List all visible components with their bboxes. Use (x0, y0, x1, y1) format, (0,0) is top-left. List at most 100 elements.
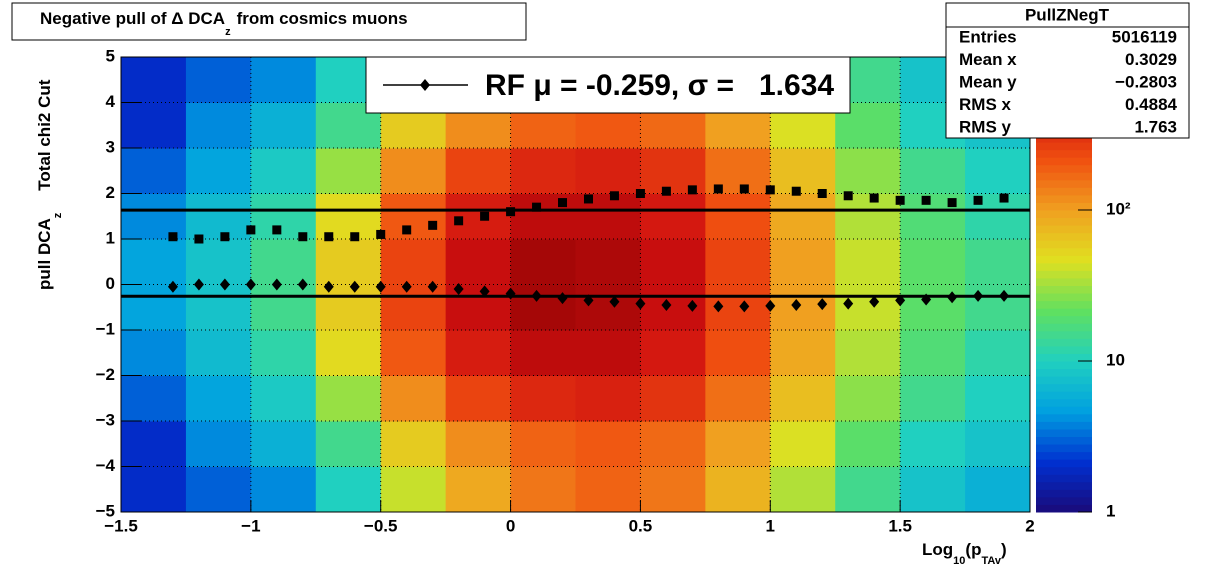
sigma-point (791, 186, 801, 196)
y-tick-label: −4 (96, 456, 116, 475)
legend-marker (420, 79, 430, 91)
colorbar-step (1036, 376, 1092, 385)
heat-cell (770, 239, 836, 285)
colorbar-step (1036, 504, 1092, 513)
colorbar-step (1036, 308, 1092, 317)
colorbar-step (1036, 210, 1092, 219)
sigma-point (999, 193, 1009, 203)
colorbar-step (1036, 451, 1092, 460)
stats-value: 1.763 (1134, 117, 1177, 136)
heat-cell (121, 102, 187, 149)
heat-cell (770, 421, 836, 467)
colorbar-step (1036, 323, 1092, 332)
xlabel-main: Log (922, 540, 953, 559)
heat-cell (185, 284, 252, 331)
y-tick-label: 0 (106, 274, 115, 293)
colorbar-step (1036, 345, 1092, 354)
sigma-point (402, 225, 412, 235)
heat-cell (900, 330, 966, 376)
colorbar-step (1036, 413, 1092, 422)
mean-point (791, 298, 802, 311)
heat-cell (185, 148, 252, 194)
heat-cell (250, 375, 317, 422)
y-tick-label: −1 (96, 319, 115, 338)
heat-cell (510, 466, 576, 513)
colorbar-step (1036, 247, 1092, 256)
heat-cell (445, 466, 512, 513)
heat-cell (315, 466, 382, 513)
x-tick-label: 0 (506, 516, 515, 535)
colorbar-step (1036, 466, 1092, 475)
x-tick-label: −0.5 (364, 516, 398, 535)
sigma-point (661, 186, 671, 196)
sigma-point (921, 195, 931, 205)
heat-cell (965, 466, 1031, 513)
y-tick-label: 4 (106, 92, 116, 111)
y-tick-label: 3 (106, 137, 115, 156)
heat-cell (770, 375, 836, 422)
heat-cell (900, 466, 966, 513)
heat-cell (315, 284, 382, 331)
heat-cell (770, 330, 836, 376)
colorbar-step (1036, 474, 1092, 483)
stats-label: Mean y (959, 72, 1017, 91)
mean-point (167, 280, 178, 293)
heat-cell (380, 330, 447, 376)
mean-point (739, 300, 750, 313)
stats-box (945, 2, 1190, 139)
xlabel-end: ) (1001, 540, 1007, 559)
title-main: Negative pull of Δ DCA (40, 9, 225, 28)
mean-point (401, 280, 412, 293)
mean-point (973, 289, 984, 302)
heat-cell (185, 57, 252, 103)
colorbar-step (1036, 353, 1092, 362)
mean-point (453, 283, 464, 296)
mean-point (661, 298, 672, 311)
heat-cell (250, 330, 317, 376)
sigma-point (713, 184, 723, 194)
heat-cell (705, 193, 771, 240)
mean-point (505, 287, 516, 300)
stats-value: 5016119 (1112, 27, 1177, 46)
colorbar-step (1036, 436, 1092, 445)
heat-cell (445, 239, 512, 285)
sigma-point (583, 194, 593, 204)
mean-point (713, 300, 724, 313)
heat-cell (315, 375, 382, 422)
heat-cell (445, 421, 512, 467)
heat-cell (250, 57, 317, 103)
heat-cell (510, 375, 576, 422)
xlabel-sub: 10 (953, 555, 965, 567)
colorbar-step (1036, 194, 1092, 203)
heat-cell (965, 239, 1031, 285)
ylabel-sub: z (52, 212, 64, 218)
heat-cell (900, 239, 966, 285)
colorbar-step (1036, 202, 1092, 211)
heat-cell (770, 466, 836, 513)
heat-cell (510, 239, 576, 285)
colorbar-step (1036, 391, 1092, 400)
sigma-point (687, 185, 697, 195)
heat-cell (575, 466, 641, 513)
heat-cell (510, 421, 576, 467)
colorbar-step (1036, 164, 1092, 173)
heat-cell (575, 284, 641, 331)
heat-cell (121, 239, 187, 285)
heat-cell (705, 375, 771, 422)
colorbar-step (1036, 270, 1092, 279)
heat-cell (900, 421, 966, 467)
xlabel-mid: (p (965, 540, 981, 559)
colorbar-step (1036, 179, 1092, 188)
colorbar-step (1036, 262, 1092, 271)
sigma-point (817, 189, 827, 198)
colorbar-step (1036, 489, 1092, 498)
stats-label: RMS y (959, 117, 1012, 136)
z-tick-label: 10² (1106, 199, 1131, 218)
mean-point (349, 280, 360, 293)
heat-cell (575, 239, 641, 285)
sigma-point (220, 232, 230, 242)
heat-cell (705, 330, 771, 376)
mean-point (271, 278, 282, 291)
x-tick-label: 1 (766, 516, 775, 535)
stats-value: 0.3029 (1125, 50, 1177, 69)
